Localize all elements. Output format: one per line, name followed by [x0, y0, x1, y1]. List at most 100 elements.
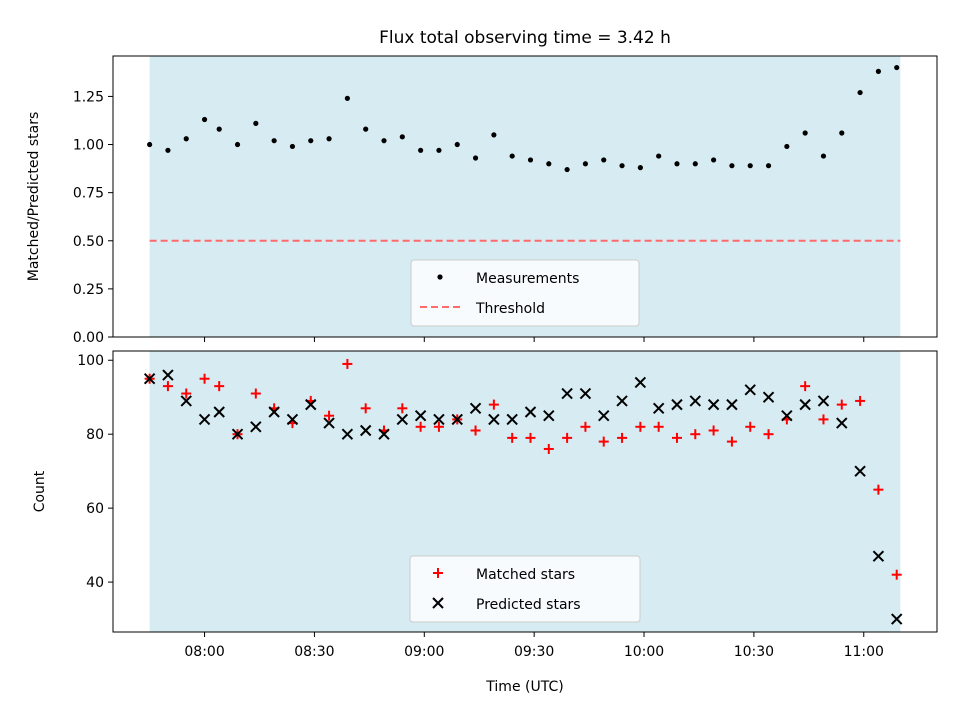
y-tick-label: 100 — [77, 353, 104, 369]
matched-star-point — [708, 425, 719, 436]
matched-star-point — [580, 421, 591, 432]
predicted-star-point — [616, 395, 628, 407]
predicted-star-point — [198, 413, 211, 426]
matched-star-point — [525, 432, 536, 443]
predicted-star-point — [579, 387, 592, 400]
predicted-star-point — [451, 413, 463, 426]
measurement-point — [271, 138, 277, 144]
predicted-star-point — [671, 398, 683, 411]
measurement-point — [381, 138, 387, 144]
matched-star-point — [470, 425, 481, 436]
predicted-star-point — [341, 428, 354, 440]
measurement-point — [564, 166, 570, 173]
predicted-star-point — [286, 413, 299, 426]
predicted-star-point — [414, 409, 427, 422]
measurement-point — [546, 161, 552, 167]
measurement-point — [454, 141, 460, 148]
matched-star-point — [671, 432, 682, 443]
matched-star-point — [324, 410, 335, 421]
predicted-star-point — [506, 413, 518, 426]
matched-star-point — [745, 421, 756, 432]
measurement-point — [183, 136, 189, 142]
y-tick-label: 40 — [86, 575, 104, 591]
legend-predicted-marker — [432, 597, 444, 609]
matched-star-point — [415, 421, 426, 432]
matched-star-point — [488, 399, 499, 410]
legend-matched-label: Matched stars — [476, 567, 575, 583]
measurement-points — [147, 64, 900, 173]
predicted-star-point — [799, 398, 811, 411]
predicted-star-point — [250, 421, 262, 433]
x-tick-label: 11:00 — [844, 644, 884, 660]
predicted-star-point — [231, 428, 244, 440]
predicted-star-point — [707, 398, 720, 411]
predicted-star-point — [781, 409, 793, 422]
predicted-star-point — [689, 395, 702, 407]
measurement-point — [234, 141, 241, 148]
predicted-star-point — [213, 406, 225, 418]
top-panel: 0.00 0.25 0.50 0.75 1.00 1.25 Matched/Predict… — [26, 55, 938, 346]
legend-measurements-label: Measurements — [476, 271, 579, 287]
measurement-point — [711, 157, 717, 163]
y-tick-label: 80 — [86, 427, 104, 443]
y-tick-label: 0.25 — [73, 282, 104, 298]
matched-star-point — [836, 399, 847, 410]
matched-star-point — [598, 436, 609, 447]
matched-star-point — [763, 429, 774, 440]
matched-star-point — [507, 432, 518, 443]
measurement-point — [747, 163, 753, 169]
measurement-point — [216, 126, 222, 132]
predicted-stars-points — [143, 369, 903, 625]
measurement-point — [418, 147, 424, 153]
bottom-panel: 40 60 80 100 08:00 08:30 09:00 09:30 10:00 10:30… — [32, 350, 938, 695]
predicted-star-point — [396, 413, 409, 426]
predicted-star-point — [762, 391, 775, 403]
x-tick-label: 10:30 — [734, 644, 774, 660]
matched-star-point — [855, 395, 866, 406]
measurement-point — [491, 132, 497, 138]
measurement-point — [601, 157, 607, 163]
matched-star-point — [433, 421, 444, 432]
bottom-x-axis: 08:00 08:30 09:00 09:30 10:00 10:30 11:00 — [184, 632, 884, 660]
y-tick-label: 60 — [86, 501, 104, 517]
measurement-point — [839, 130, 845, 136]
predicted-star-point — [323, 417, 335, 429]
top-legend: Measurements Threshold — [410, 259, 640, 327]
x-tick-label: 08:30 — [294, 644, 334, 660]
y-tick-label: 1.25 — [73, 89, 104, 105]
matched-star-point — [635, 421, 646, 432]
predicted-star-point — [378, 428, 390, 440]
measurement-point — [201, 116, 208, 123]
matched-star-point — [891, 569, 902, 580]
measurement-point — [344, 95, 350, 101]
measurement-point — [509, 153, 515, 159]
top-y-axis: 0.00 0.25 0.50 0.75 1.00 1.25 — [73, 89, 113, 346]
predicted-star-point — [268, 406, 280, 418]
predicted-star-point — [433, 413, 445, 426]
matched-star-point — [690, 429, 701, 440]
predicted-star-point — [854, 465, 866, 477]
matched-star-point — [800, 381, 811, 392]
measurement-point — [326, 136, 332, 142]
measurement-point — [436, 147, 442, 153]
measurement-point — [582, 161, 589, 167]
measurement-point — [147, 141, 153, 148]
matched-star-point — [873, 484, 884, 495]
predicted-star-point — [162, 369, 174, 381]
top-axes-frame — [112, 55, 938, 338]
measurement-point — [619, 163, 625, 169]
predicted-star-point — [305, 398, 317, 411]
matched-star-point — [162, 381, 173, 392]
matched-star-point — [250, 388, 261, 399]
matched-stars-points — [144, 358, 902, 580]
predicted-star-point — [524, 406, 537, 418]
measurement-point — [253, 120, 259, 126]
predicted-star-point — [652, 402, 665, 415]
measurement-point — [875, 68, 882, 74]
y-tick-label: 0.00 — [73, 330, 104, 346]
measurement-point — [308, 138, 314, 144]
measurement-point — [820, 153, 827, 159]
measurement-point — [637, 165, 643, 171]
measurement-point — [765, 163, 772, 169]
